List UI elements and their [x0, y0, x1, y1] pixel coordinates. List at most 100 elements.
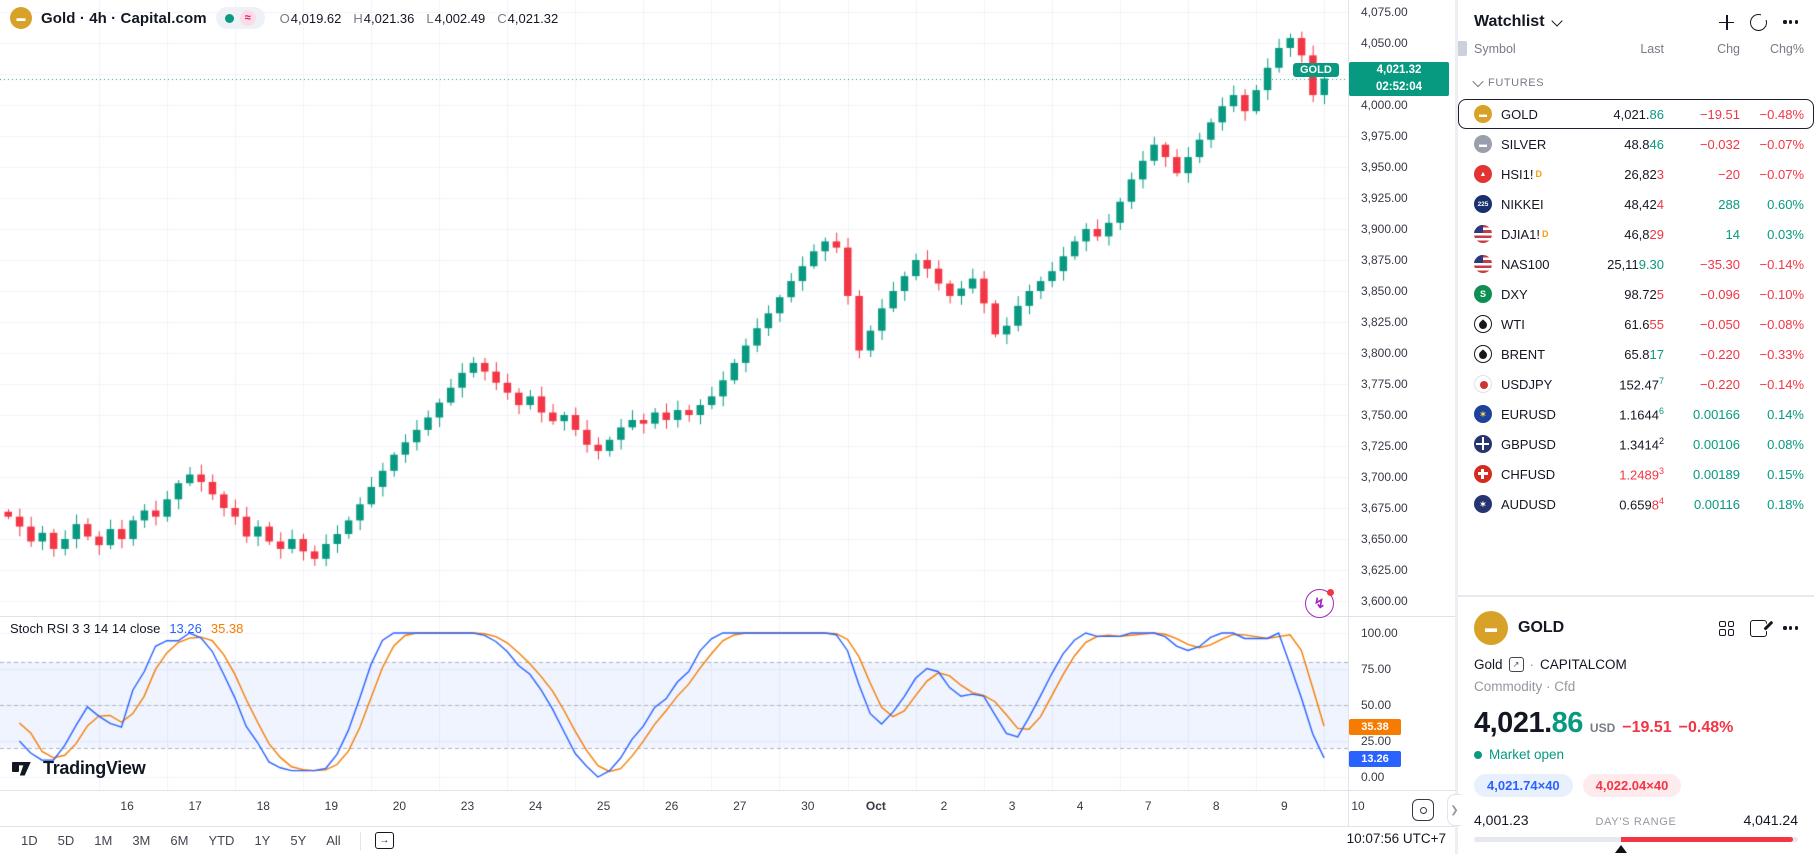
nikkei-icon: 225	[1474, 195, 1492, 213]
watchlist-row-wti[interactable]: WTI 61.655 −0.050 −0.08%	[1458, 309, 1814, 339]
panel-separator[interactable]	[1455, 0, 1458, 854]
section-label: FUTURES	[1488, 77, 1545, 89]
indicator-tick: 100.00	[1361, 626, 1398, 640]
bid-button[interactable]: 4,021.74×40	[1474, 774, 1573, 797]
audusd-icon: ✶	[1474, 495, 1492, 513]
time-label: 23	[460, 799, 475, 813]
time-label: 10	[1351, 799, 1365, 813]
watchlist-row-nikkei[interactable]: 225 NIKKEI 48,424 288 0.60%	[1458, 189, 1814, 219]
timeframe-5y-button[interactable]: 5Y	[290, 833, 307, 848]
time-label: 20	[392, 799, 407, 813]
timeframe-1y-button[interactable]: 1Y	[254, 833, 271, 848]
price-tick: 3,650.00	[1361, 532, 1408, 546]
watchlist-row-djia1[interactable]: DJIA1! D 46,829 14 0.03%	[1458, 219, 1814, 249]
change-percent: 0.18%	[1767, 496, 1804, 512]
chevron-down-icon[interactable]	[1550, 14, 1563, 27]
column-last[interactable]: Last	[1640, 42, 1664, 56]
change-value: −0.096	[1699, 286, 1740, 302]
notification-dot-icon	[1327, 589, 1334, 596]
change-value: 0.00106	[1693, 436, 1740, 452]
timeframe-1m-button[interactable]: 1M	[94, 833, 113, 848]
time-axis-settings-icon[interactable]	[1412, 799, 1434, 821]
watchlist-more-icon[interactable]	[1783, 20, 1798, 24]
market-status-dot-icon	[224, 13, 234, 23]
brent-icon	[1474, 345, 1492, 363]
watchlist-row-audusd[interactable]: ✶ AUDUSD 0.65984 0.00116 0.18%	[1458, 489, 1814, 519]
price-tick: 3,725.00	[1361, 439, 1408, 453]
watchlist-row-nas100[interactable]: NAS100 25,119.30 −35.30 −0.14%	[1458, 249, 1814, 279]
ask-button[interactable]: 4,022.04×40	[1582, 774, 1682, 797]
detail-more-icon[interactable]	[1783, 626, 1798, 630]
change-value: −20	[1717, 166, 1740, 182]
change-value: 0.00116	[1693, 496, 1740, 512]
watchlist-row-usdjpy[interactable]: USDJPY 152.477 −0.220 −0.14%	[1458, 369, 1814, 399]
column-chg[interactable]: Chg	[1717, 42, 1740, 56]
watchlist-columns: Symbol Last Chg Chg%	[1458, 37, 1814, 65]
watchlist-row-gbpusd[interactable]: GBPUSD 1.34142 0.00106 0.08%	[1458, 429, 1814, 459]
change-percent: −0.10%	[1759, 286, 1804, 302]
current-price-label: 4,021.32 02:52:04	[1349, 62, 1449, 96]
change-percent: −0.14%	[1759, 376, 1804, 392]
eurusd-icon: ✶	[1474, 405, 1492, 423]
watchlist-row-brent[interactable]: BRENT 65.817 −0.220 −0.33%	[1458, 339, 1814, 369]
price-chart-canvas[interactable]	[0, 0, 1348, 790]
timeframe-1d-button[interactable]: 1D	[21, 833, 38, 848]
time-axis-border	[0, 790, 1455, 791]
tradingview-logo[interactable]: TradingView	[12, 758, 146, 779]
external-link-icon[interactable]: ↗	[1508, 657, 1524, 672]
timeframe-ytd-button[interactable]: YTD	[208, 833, 235, 848]
change-percent: −0.14%	[1759, 256, 1804, 272]
price-tick: 4,000.00	[1361, 98, 1408, 112]
change-value: 14	[1725, 226, 1740, 242]
chart-symbol-title[interactable]: Gold · 4h · Capital.com	[41, 9, 207, 27]
column-symbol[interactable]: Symbol	[1474, 42, 1516, 56]
flag-column-icon[interactable]	[1458, 41, 1467, 56]
clock-timezone[interactable]: 10:07:56 UTC+7	[1346, 831, 1446, 846]
detail-subtitle: Gold ↗ · CAPITALCOM	[1474, 657, 1798, 672]
timeframe-3m-button[interactable]: 3M	[132, 833, 151, 848]
watchlist-section-futures[interactable]: FUTURES	[1458, 65, 1814, 99]
column-chg-pct[interactable]: Chg%	[1769, 42, 1804, 56]
last-price: 98.725	[1624, 286, 1664, 302]
price-tick: 3,600.00	[1361, 594, 1408, 608]
watchlist-row-gold[interactable]: ▬ GOLD 4,021.86 −19.51 −0.48%	[1458, 99, 1814, 129]
detail-exchange[interactable]: CAPITALCOM	[1540, 657, 1627, 672]
layout-grid-icon[interactable]	[1719, 620, 1735, 636]
range-bar-fill	[1621, 837, 1794, 842]
timeframe-all-button[interactable]: All	[326, 833, 341, 848]
symbol-status-pill[interactable]: ≈	[215, 7, 265, 29]
detail-name[interactable]: Gold	[1474, 657, 1503, 672]
range-high: 4,041.24	[1743, 812, 1799, 828]
watchlist-title[interactable]: Watchlist	[1474, 13, 1545, 30]
watchlist-row-chfusd[interactable]: CHFUSD 1.24893 0.00189 0.15%	[1458, 459, 1814, 489]
indicator-legend[interactable]: Stoch RSI 3 3 14 14 close 13.26 35.38	[10, 621, 243, 636]
price-line-symbol-tag: GOLD	[1293, 63, 1339, 77]
time-label: 9	[1280, 799, 1288, 813]
open-label: O	[279, 10, 290, 26]
price-tick: 4,050.00	[1361, 36, 1408, 50]
delayed-data-badge: D	[1542, 229, 1549, 239]
go-to-date-icon[interactable]: →	[374, 832, 394, 849]
quick-action-flash-icon[interactable]: ↯	[1305, 589, 1334, 618]
bid-ask-row: 4,021.74×40 4,022.04×40	[1474, 774, 1798, 797]
watchlist-row-silver[interactable]: ▬ SILVER 48.846 −0.032 −0.07%	[1458, 129, 1814, 159]
time-label: 4	[1076, 799, 1084, 813]
watchlist-row-hsi1[interactable]: ▲ HSI1! D 26,823 −20 −0.07%	[1458, 159, 1814, 189]
watchlist-row-dxy[interactable]: S DXY 98.725 −0.096 −0.10%	[1458, 279, 1814, 309]
market-status-text: Market open	[1489, 747, 1565, 762]
add-symbol-icon[interactable]	[1719, 14, 1735, 30]
timeframe-5d-button[interactable]: 5D	[57, 833, 75, 848]
change-percent: −0.08%	[1759, 316, 1804, 332]
range-low: 4,001.23	[1474, 812, 1529, 828]
pane-divider[interactable]	[0, 616, 1455, 617]
chart-view-icon[interactable]	[1750, 11, 1770, 31]
price-tick: 3,825.00	[1361, 315, 1408, 329]
panel-collapse-handle[interactable]: ❯	[1447, 794, 1461, 826]
bullet-separator: ·	[1529, 657, 1535, 672]
new-order-icon[interactable]	[1750, 619, 1768, 637]
time-label: 30	[801, 799, 815, 813]
timeframe-6m-button[interactable]: 6M	[170, 833, 189, 848]
last-price: 25,119.30	[1607, 256, 1664, 272]
watchlist-row-eurusd[interactable]: ✶ EURUSD 1.16446 0.00166 0.14%	[1458, 399, 1814, 429]
price-tick: 3,750.00	[1361, 408, 1408, 422]
